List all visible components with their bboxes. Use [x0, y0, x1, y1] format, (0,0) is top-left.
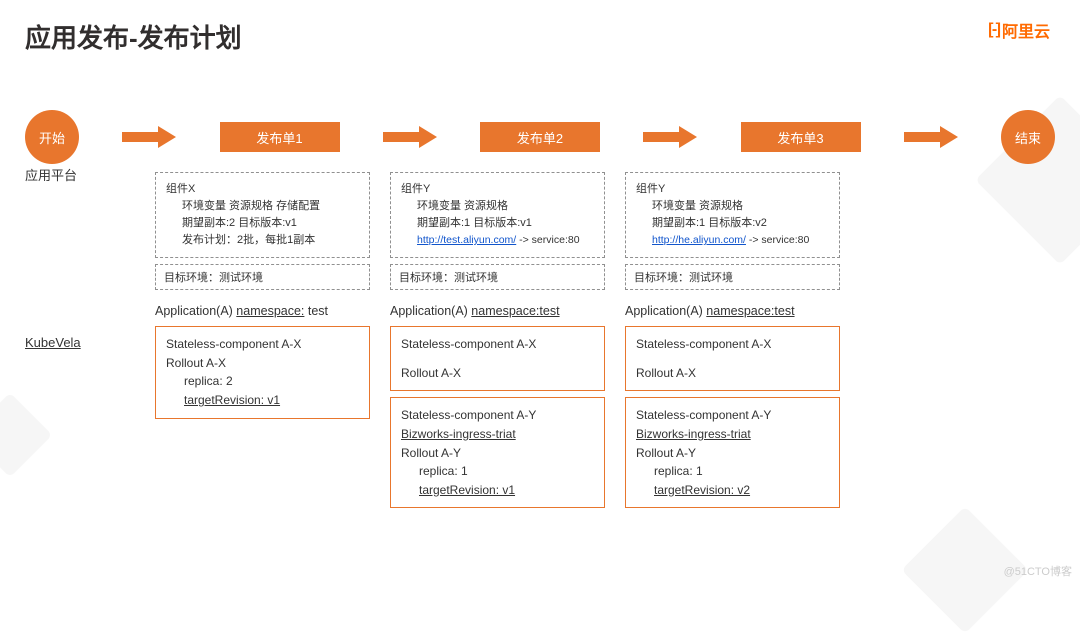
service-suffix: -> service:80 [516, 234, 579, 246]
box-line: Stateless-component A-Y [636, 406, 829, 425]
flow-end: 结束 [1001, 110, 1055, 164]
kubevela-box: Stateless-component A-X Rollout A-X [625, 326, 840, 391]
box-line: targetRevision: v1 [401, 481, 594, 500]
box-line: Rollout A-X [166, 354, 359, 373]
kubevela-box: Stateless-component A-XRollout A-Xreplic… [155, 326, 370, 418]
kubevela-label: KubeVela [25, 335, 81, 350]
box-line: Stateless-component A-X [636, 335, 829, 354]
service-suffix: -> service:80 [746, 234, 809, 246]
page-title: 应用发布-发布计划 [25, 18, 242, 55]
box-line: Bizworks-ingress-triat [401, 425, 594, 444]
box-line: Rollout A-X [401, 364, 594, 383]
box-line: Rollout A-X [636, 364, 829, 383]
flow-row: 开始 发布单1 发布单2 发布单3 结束 [25, 110, 1055, 164]
spacer [401, 354, 594, 364]
arrow-icon [861, 122, 1002, 152]
arrow-icon [79, 122, 220, 152]
component-title: 组件X [166, 181, 359, 198]
replica-line: 期望副本:1 目标版本:v2 [636, 215, 829, 232]
replica-line: 期望副本:2 目标版本:v1 [166, 215, 359, 232]
service-link[interactable]: http://he.aliyun.com/ [652, 234, 746, 246]
env-target-box: 目标环境：测试环境 [155, 264, 370, 290]
watermark: @51CTO博客 [1004, 563, 1072, 579]
replica-line: 期望副本:1 目标版本:v1 [401, 215, 594, 232]
env-line: 环境变量 资源规格 [401, 198, 594, 215]
brand-logo: [ - ] 阿里云 [988, 18, 1050, 42]
kubevela-box: Stateless-component A-X Rollout A-X [390, 326, 605, 391]
component-title: 组件Y [401, 181, 594, 198]
component-title: 组件Y [636, 181, 829, 198]
env-line: 环境变量 资源规格 存储配置 [166, 198, 359, 215]
box-line: Rollout A-Y [401, 444, 594, 463]
flow-start: 开始 [25, 110, 79, 164]
box-line: Stateless-component A-X [166, 335, 359, 354]
column-3: 组件Y环境变量 资源规格期望副本:1 目标版本:v2http://he.aliy… [625, 172, 840, 508]
application-header: Application(A) namespace:test [390, 304, 605, 318]
application-header: Application(A) namespace: test [155, 304, 370, 318]
box-line: targetRevision: v1 [166, 391, 359, 410]
component-box: 组件Y环境变量 资源规格期望副本:1 目标版本:v2http://he.aliy… [625, 172, 840, 258]
box-line: targetRevision: v2 [636, 481, 829, 500]
logo-icon: [ - ] [988, 21, 998, 39]
application-header: Application(A) namespace:test [625, 304, 840, 318]
flow-step-3: 发布单3 [741, 122, 861, 152]
logo-text: 阿里云 [1002, 18, 1050, 42]
kubevela-box: Stateless-component A-YBizworks-ingress-… [625, 397, 840, 508]
column-1: 组件X环境变量 资源规格 存储配置期望副本:2 目标版本:v1发布计划：2批，每… [155, 172, 370, 508]
link-line: http://test.aliyun.com/ -> service:80 [401, 232, 594, 249]
flow-step-1: 发布单1 [220, 122, 340, 152]
arrow-icon [340, 122, 481, 152]
box-line: replica: 1 [636, 462, 829, 481]
env-target-box: 目标环境：测试环境 [625, 264, 840, 290]
box-line: Stateless-component A-Y [401, 406, 594, 425]
platform-label: 应用平台 [25, 165, 77, 184]
kubevela-box: Stateless-component A-YBizworks-ingress-… [390, 397, 605, 508]
env-target-box: 目标环境：测试环境 [390, 264, 605, 290]
service-link[interactable]: http://test.aliyun.com/ [417, 234, 516, 246]
box-line: replica: 1 [401, 462, 594, 481]
arrow-icon [600, 122, 741, 152]
env-line: 环境变量 资源规格 [636, 198, 829, 215]
columns-container: 组件X环境变量 资源规格 存储配置期望副本:2 目标版本:v1发布计划：2批，每… [155, 172, 840, 508]
box-line: Stateless-component A-X [401, 335, 594, 354]
spacer [636, 354, 829, 364]
bg-shape [0, 393, 52, 478]
link-line: http://he.aliyun.com/ -> service:80 [636, 232, 829, 249]
box-line: Rollout A-Y [636, 444, 829, 463]
plan-line: 发布计划：2批，每批1副本 [166, 232, 359, 249]
column-2: 组件Y环境变量 资源规格期望副本:1 目标版本:v1http://test.al… [390, 172, 605, 508]
box-line: replica: 2 [166, 372, 359, 391]
box-line: Bizworks-ingress-triat [636, 425, 829, 444]
flow-step-2: 发布单2 [480, 122, 600, 152]
component-box: 组件Y环境变量 资源规格期望副本:1 目标版本:v1http://test.al… [390, 172, 605, 258]
component-box: 组件X环境变量 资源规格 存储配置期望副本:2 目标版本:v1发布计划：2批，每… [155, 172, 370, 258]
